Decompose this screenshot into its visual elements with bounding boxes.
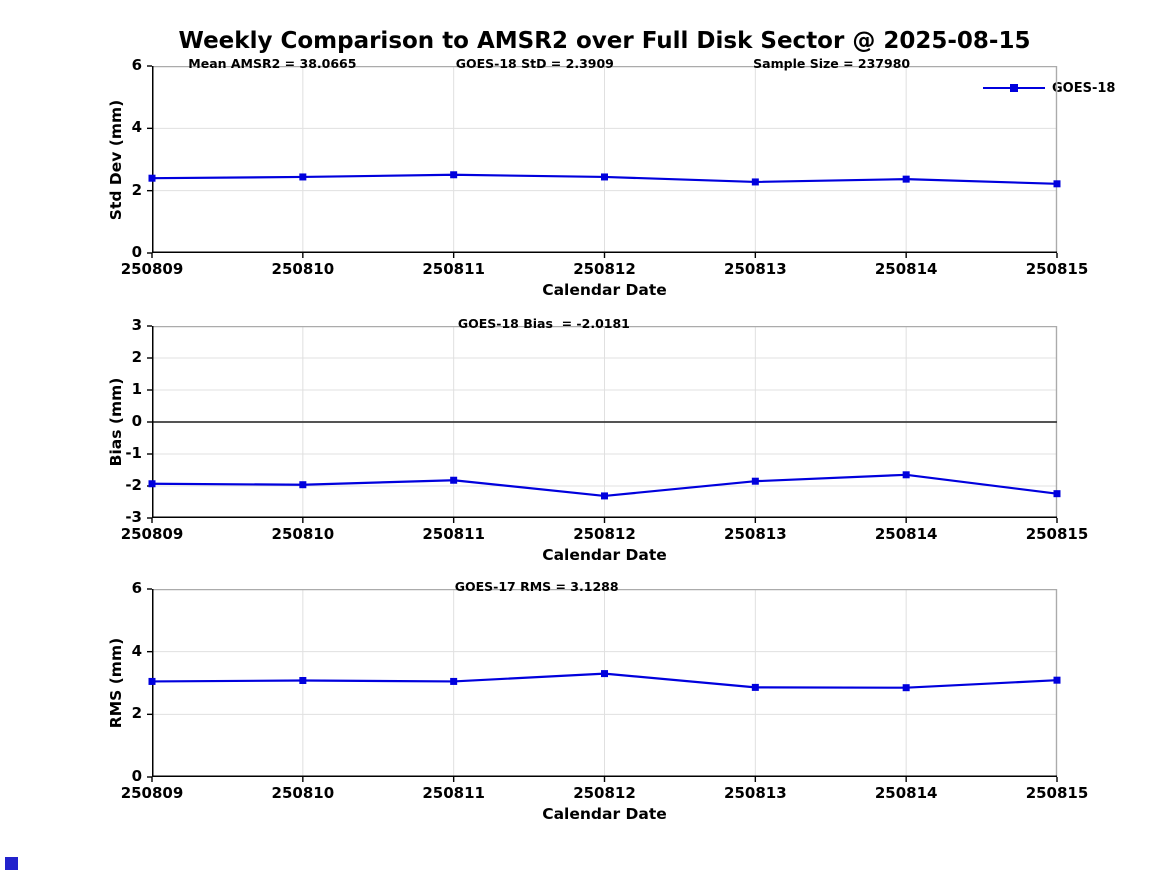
x-tick-label: 250814 — [874, 784, 938, 802]
y-tick-label: 1 — [131, 380, 142, 398]
y-tick-label: 6 — [131, 56, 142, 74]
x-tick-label: 250815 — [1025, 784, 1089, 802]
figure-title: Weekly Comparison to AMSR2 over Full Dis… — [178, 28, 1031, 54]
x-tick-label: 250813 — [724, 784, 787, 802]
plot-area: Mean AMSR2 = 38.0665 GOES-18 StD = 2.3909… — [147, 56, 1061, 258]
y-tick-label: 2 — [131, 180, 142, 199]
y-tick-label: 6 — [131, 579, 142, 597]
panel-annotation: GOES-18 StD = 2.3909 — [455, 56, 614, 71]
y-tick-label: -1 — [125, 444, 142, 462]
x-tick-label: 250814 — [874, 260, 938, 278]
y-tick-label: 0 — [131, 243, 142, 261]
subplot-std-dev: Mean AMSR2 = 38.0665 GOES-18 StD = 2.3909… — [107, 56, 1088, 299]
plot-area: GOES-18 Bias = -2.0181 — [147, 316, 1061, 523]
x-tick-label: 250812 — [573, 525, 636, 543]
x-tick-label: 250815 — [1025, 525, 1089, 543]
x-tick-label: 250813 — [724, 260, 787, 278]
y-tick-label: 0 — [131, 767, 142, 785]
x-tick-label: 250811 — [422, 525, 485, 543]
x-axis-label: Calendar Date — [542, 281, 667, 299]
y-tick-label: 4 — [131, 118, 142, 137]
y-tick-label: -2 — [125, 476, 142, 494]
panel-annotation: GOES-17 RMS = 3.1288 — [454, 579, 619, 594]
y-tick-label: 3 — [131, 316, 142, 334]
y-tick-label: 2 — [131, 704, 142, 723]
y-axis-label: Bias (mm) — [107, 377, 125, 467]
x-tick-label: 250810 — [271, 525, 335, 543]
y-tick-label: 0 — [131, 412, 142, 430]
panel-annotation: Sample Size = 237980 — [753, 56, 911, 71]
panel-annotation: Mean AMSR2 = 38.0665 — [188, 56, 357, 71]
y-axis-label: Std Dev (mm) — [107, 99, 125, 220]
y-axis-label: RMS (mm) — [107, 637, 125, 729]
y-tick-label: 4 — [131, 641, 142, 660]
corner-marker-icon — [5, 857, 18, 870]
x-tick-label: 250809 — [120, 260, 184, 278]
x-tick-label: 250811 — [422, 260, 485, 278]
y-tick-label: -3 — [125, 508, 142, 526]
x-tick-label: 250810 — [271, 784, 335, 802]
x-tick-label: 250812 — [573, 260, 636, 278]
plot-area: GOES-17 RMS = 3.1288 — [147, 579, 1061, 782]
subplot-bias: GOES-18 Bias = -2.0181 -3 -2 -1 0 1 2 3 250809 25… — [107, 316, 1088, 564]
x-axis-label: Calendar Date — [542, 546, 667, 564]
x-tick-label: 250814 — [874, 525, 938, 543]
subplot-rms: GOES-17 RMS = 3.1288 0 2 4 6 250809 250810 2508… — [107, 579, 1088, 823]
legend-line-sample — [983, 84, 1045, 92]
y-tick-label: 2 — [131, 348, 142, 366]
x-tick-label: 250813 — [724, 525, 787, 543]
legend-square-marker-icon — [1010, 84, 1018, 92]
x-tick-label: 250809 — [120, 784, 184, 802]
x-tick-label: 250810 — [271, 260, 335, 278]
x-tick-label: 250815 — [1025, 260, 1089, 278]
x-tick-label: 250811 — [422, 784, 485, 802]
panel-annotation: GOES-18 Bias = -2.0181 — [457, 316, 630, 331]
x-axis-label: Calendar Date — [542, 805, 667, 823]
legend: GOES-18 — [983, 79, 1115, 97]
x-tick-label: 250812 — [573, 784, 636, 802]
legend-label: GOES-18 — [1052, 80, 1116, 96]
x-tick-label: 250809 — [120, 525, 184, 543]
